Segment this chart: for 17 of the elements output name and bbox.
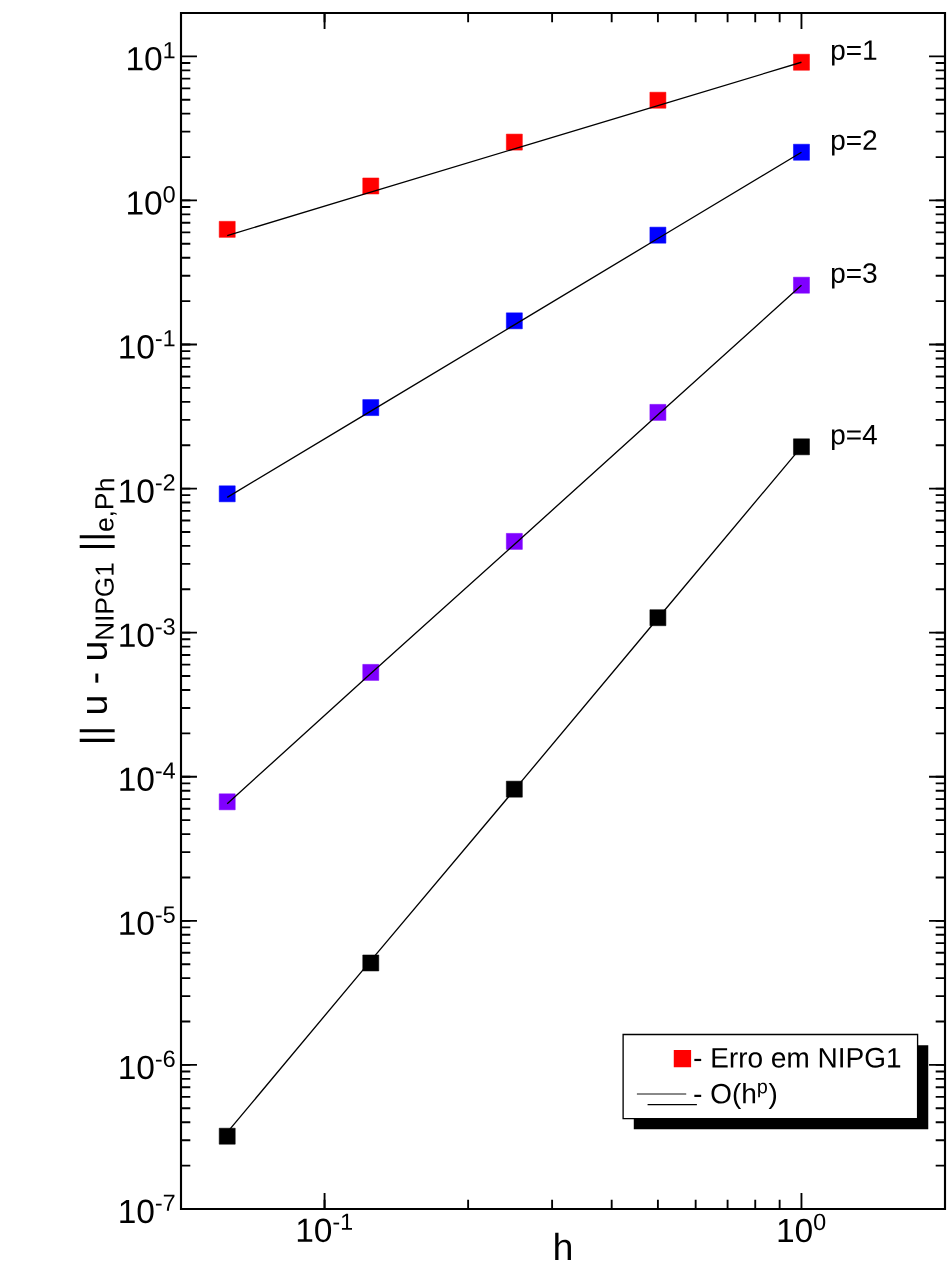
- x-axis-title: h: [555, 1232, 571, 1260]
- annotation: p=3: [831, 263, 877, 289]
- y-tick-label: 10$^{-3}$: [120, 618, 175, 648]
- y-tick-label: 10$^{1}$: [128, 42, 175, 71]
- annotation: p=2: [831, 130, 877, 156]
- y-tick-label: 10$^{-6}$: [120, 1050, 175, 1080]
- y-tick-label: 10$^{-2}$: [120, 474, 175, 503]
- annotation: p=4: [831, 425, 877, 451]
- y-tick-label: 10$^{-5}$: [120, 906, 175, 936]
- annotation: p=1: [831, 40, 877, 66]
- y-tick-label: 10$^{-4}$: [120, 762, 175, 791]
- legend-label: - Erro em NIPG1: [694, 1047, 901, 1068]
- y-tick-label: 10$^{-1}$: [120, 330, 175, 359]
- y-tick-label: 10$^{0}$: [128, 186, 175, 215]
- y-tick-label: 10$^{-7}$: [120, 1194, 175, 1224]
- legend-label: - O(h$^{p}$): [694, 1082, 777, 1110]
- y-axis-title: || u - u$_{NIPG1}$ ||$_{e,Ph}$: [79, 479, 117, 742]
